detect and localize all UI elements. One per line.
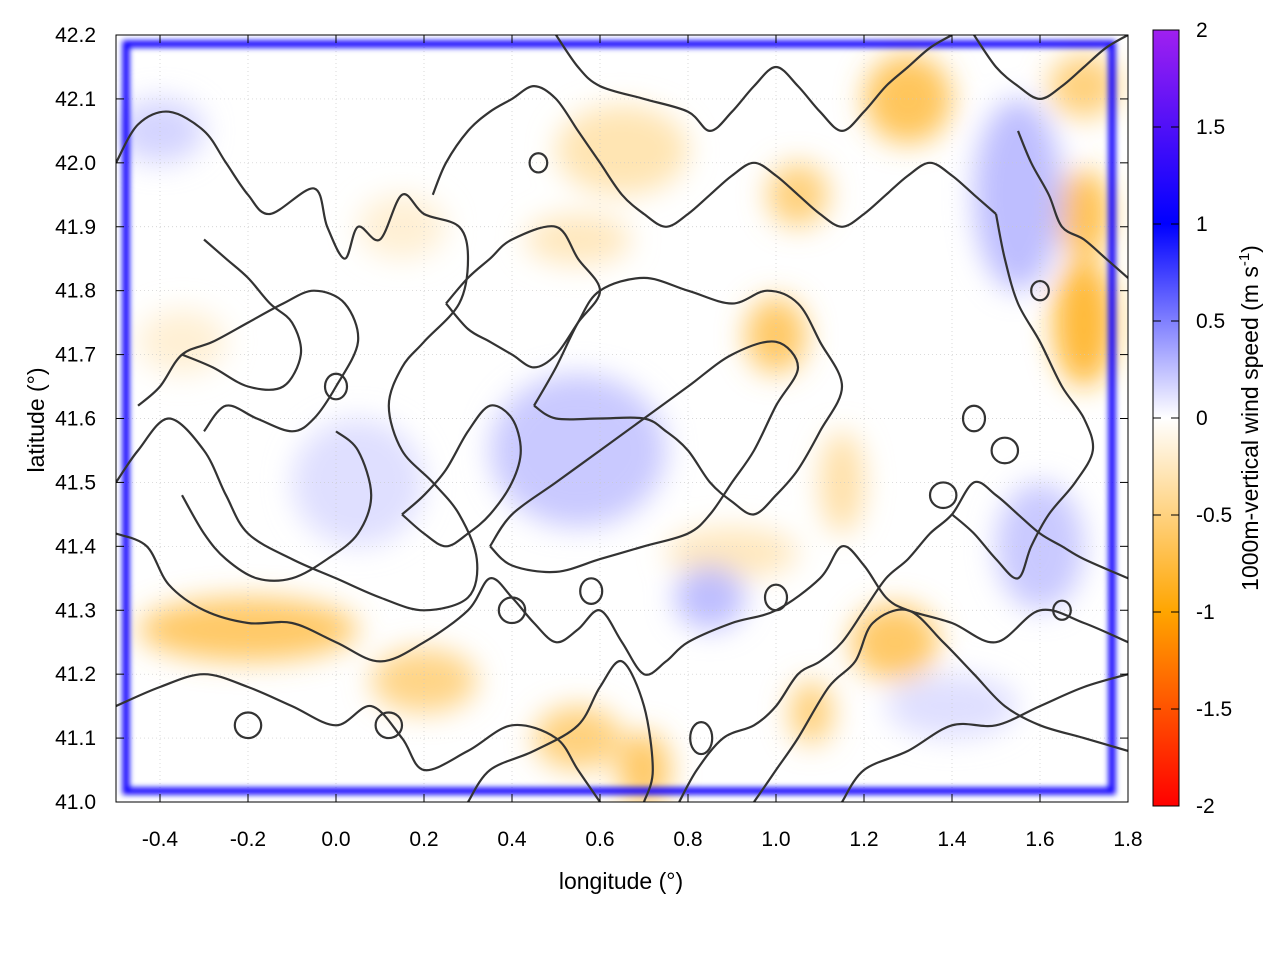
updraft-zone <box>886 674 1018 739</box>
x-axis-title: longitude (°) <box>559 868 683 894</box>
updraft-zone <box>292 418 424 547</box>
downdraft-zone <box>534 706 622 771</box>
y-tick-label: 41.9 <box>55 216 96 239</box>
contour-line <box>973 35 1128 101</box>
y-tick-label: 41.3 <box>55 599 96 622</box>
colorbar: 2 1.5 1 0.5 0 -0.5 -1 -1.5 -2 1000m-vertical win… <box>1152 19 1263 818</box>
updraft-zone <box>490 373 666 528</box>
x-tick-label: 1.8 <box>1113 828 1142 851</box>
downdraft-zone <box>371 648 477 713</box>
contour-loop <box>374 711 404 740</box>
x-tick-label: -0.4 <box>142 828 179 851</box>
colorbar-tick-label: 2 <box>1196 19 1208 42</box>
downdraft-zone <box>358 194 446 259</box>
updraft-zone <box>674 565 746 630</box>
y-tick-label: 41.5 <box>55 471 96 494</box>
contour-line <box>181 238 303 391</box>
contour-loop <box>579 577 604 605</box>
contour-line <box>467 660 654 802</box>
downdraft-zone <box>1057 169 1111 259</box>
x-tick-label: 0.4 <box>497 828 527 851</box>
colorbar-ticks: 2 1.5 1 0.5 0 -0.5 -1 -1.5 -2 <box>1153 19 1232 818</box>
contour-line <box>841 673 1128 802</box>
contour-line <box>431 84 997 228</box>
boundary-frame <box>122 40 1116 795</box>
domain-frame <box>122 40 1116 795</box>
x-tick-label: 0.2 <box>409 828 438 851</box>
contour-line <box>116 110 479 612</box>
colorbar-tick-label: -1 <box>1196 601 1215 624</box>
contour-line <box>951 213 1095 580</box>
y-tick-label: 42.0 <box>55 152 96 175</box>
contour-loop <box>763 583 789 612</box>
colorbar-tick-label: 0.5 <box>1196 310 1225 333</box>
y-tick-label: 41.7 <box>55 344 96 367</box>
colorbar-tick-label: 1 <box>1196 213 1208 236</box>
downdraft-zone <box>820 431 864 534</box>
contour-loop <box>233 711 263 740</box>
downdraft-zone <box>556 105 688 195</box>
contour-loop <box>961 404 987 433</box>
contour-line <box>489 340 800 574</box>
y-tick-label: 42.2 <box>55 24 96 47</box>
colorbar-title-text: 1000m-vertical wind speed (m s <box>1237 266 1263 591</box>
contour-line <box>753 608 1128 802</box>
colorbar-tick-label: 0 <box>1196 407 1208 430</box>
y-tick-label: 41.1 <box>55 727 96 750</box>
downdraft-zone <box>666 527 798 579</box>
contour-line <box>1016 130 1128 279</box>
colorbar-title: 1000m-vertical wind speed (m s-1) <box>1236 245 1263 591</box>
y-tick-label: 41.8 <box>55 280 96 303</box>
y-tick-label: 41.0 <box>55 791 96 814</box>
updraft-zone <box>974 98 1062 291</box>
x-tick-label: 0.6 <box>585 828 614 851</box>
contour-line <box>445 225 602 369</box>
contour-loop <box>1052 599 1072 621</box>
contour-loop <box>990 436 1020 465</box>
x-tick-label: 1.6 <box>1025 828 1054 851</box>
x-tick-label: 0.0 <box>321 828 350 851</box>
contour-loop <box>497 596 527 625</box>
y-axis: 41.0 41.1 41.2 41.3 41.4 41.5 41.6 41.7 41.8 41.9… <box>55 24 1128 814</box>
y-axis-title: latitude (°) <box>23 367 49 472</box>
x-tick-label: 1.2 <box>849 828 878 851</box>
contour-loop <box>689 721 714 756</box>
downdraft-zone <box>617 731 671 802</box>
x-tick-label: -0.2 <box>230 828 266 851</box>
x-tick-label: 1.0 <box>761 828 790 851</box>
contour-loop <box>528 152 549 174</box>
contour-line <box>116 673 601 802</box>
contour-line <box>137 289 360 433</box>
contour-loop <box>1030 279 1050 302</box>
colorbar-tick-label: -1.5 <box>1196 698 1232 721</box>
contour-loop <box>323 372 349 401</box>
contour-line <box>555 35 953 133</box>
downdraft-zone <box>138 309 226 374</box>
colorbar-tick-label: -0.5 <box>1196 504 1232 527</box>
contour-lines <box>116 35 1128 802</box>
contour-loop <box>928 481 958 510</box>
colorbar-title-sup: -1 <box>1236 253 1253 266</box>
colorbar-title-close: ) <box>1237 245 1263 253</box>
downdraft-zone <box>1048 54 1120 119</box>
downdraft-zone <box>138 597 358 662</box>
x-tick-label: 1.4 <box>937 828 967 851</box>
contour-line <box>401 404 522 548</box>
y-tick-label: 41.4 <box>55 535 96 558</box>
x-axis: -0.4 -0.2 0.0 0.2 0.4 0.6 0.8 1.0 1.2 1.4 1.6 1.8 <box>142 35 1143 851</box>
y-tick-label: 42.1 <box>55 88 96 111</box>
colorbar-tick-label: -2 <box>1196 795 1215 818</box>
contour-line <box>181 430 373 582</box>
contour-line <box>533 276 844 516</box>
downdraft-zone <box>1053 258 1115 387</box>
x-tick-label: 0.8 <box>673 828 702 851</box>
y-tick-label: 41.2 <box>55 663 96 686</box>
y-tick-label: 41.6 <box>55 408 96 431</box>
colorbar-tick-label: 1.5 <box>1196 116 1225 139</box>
